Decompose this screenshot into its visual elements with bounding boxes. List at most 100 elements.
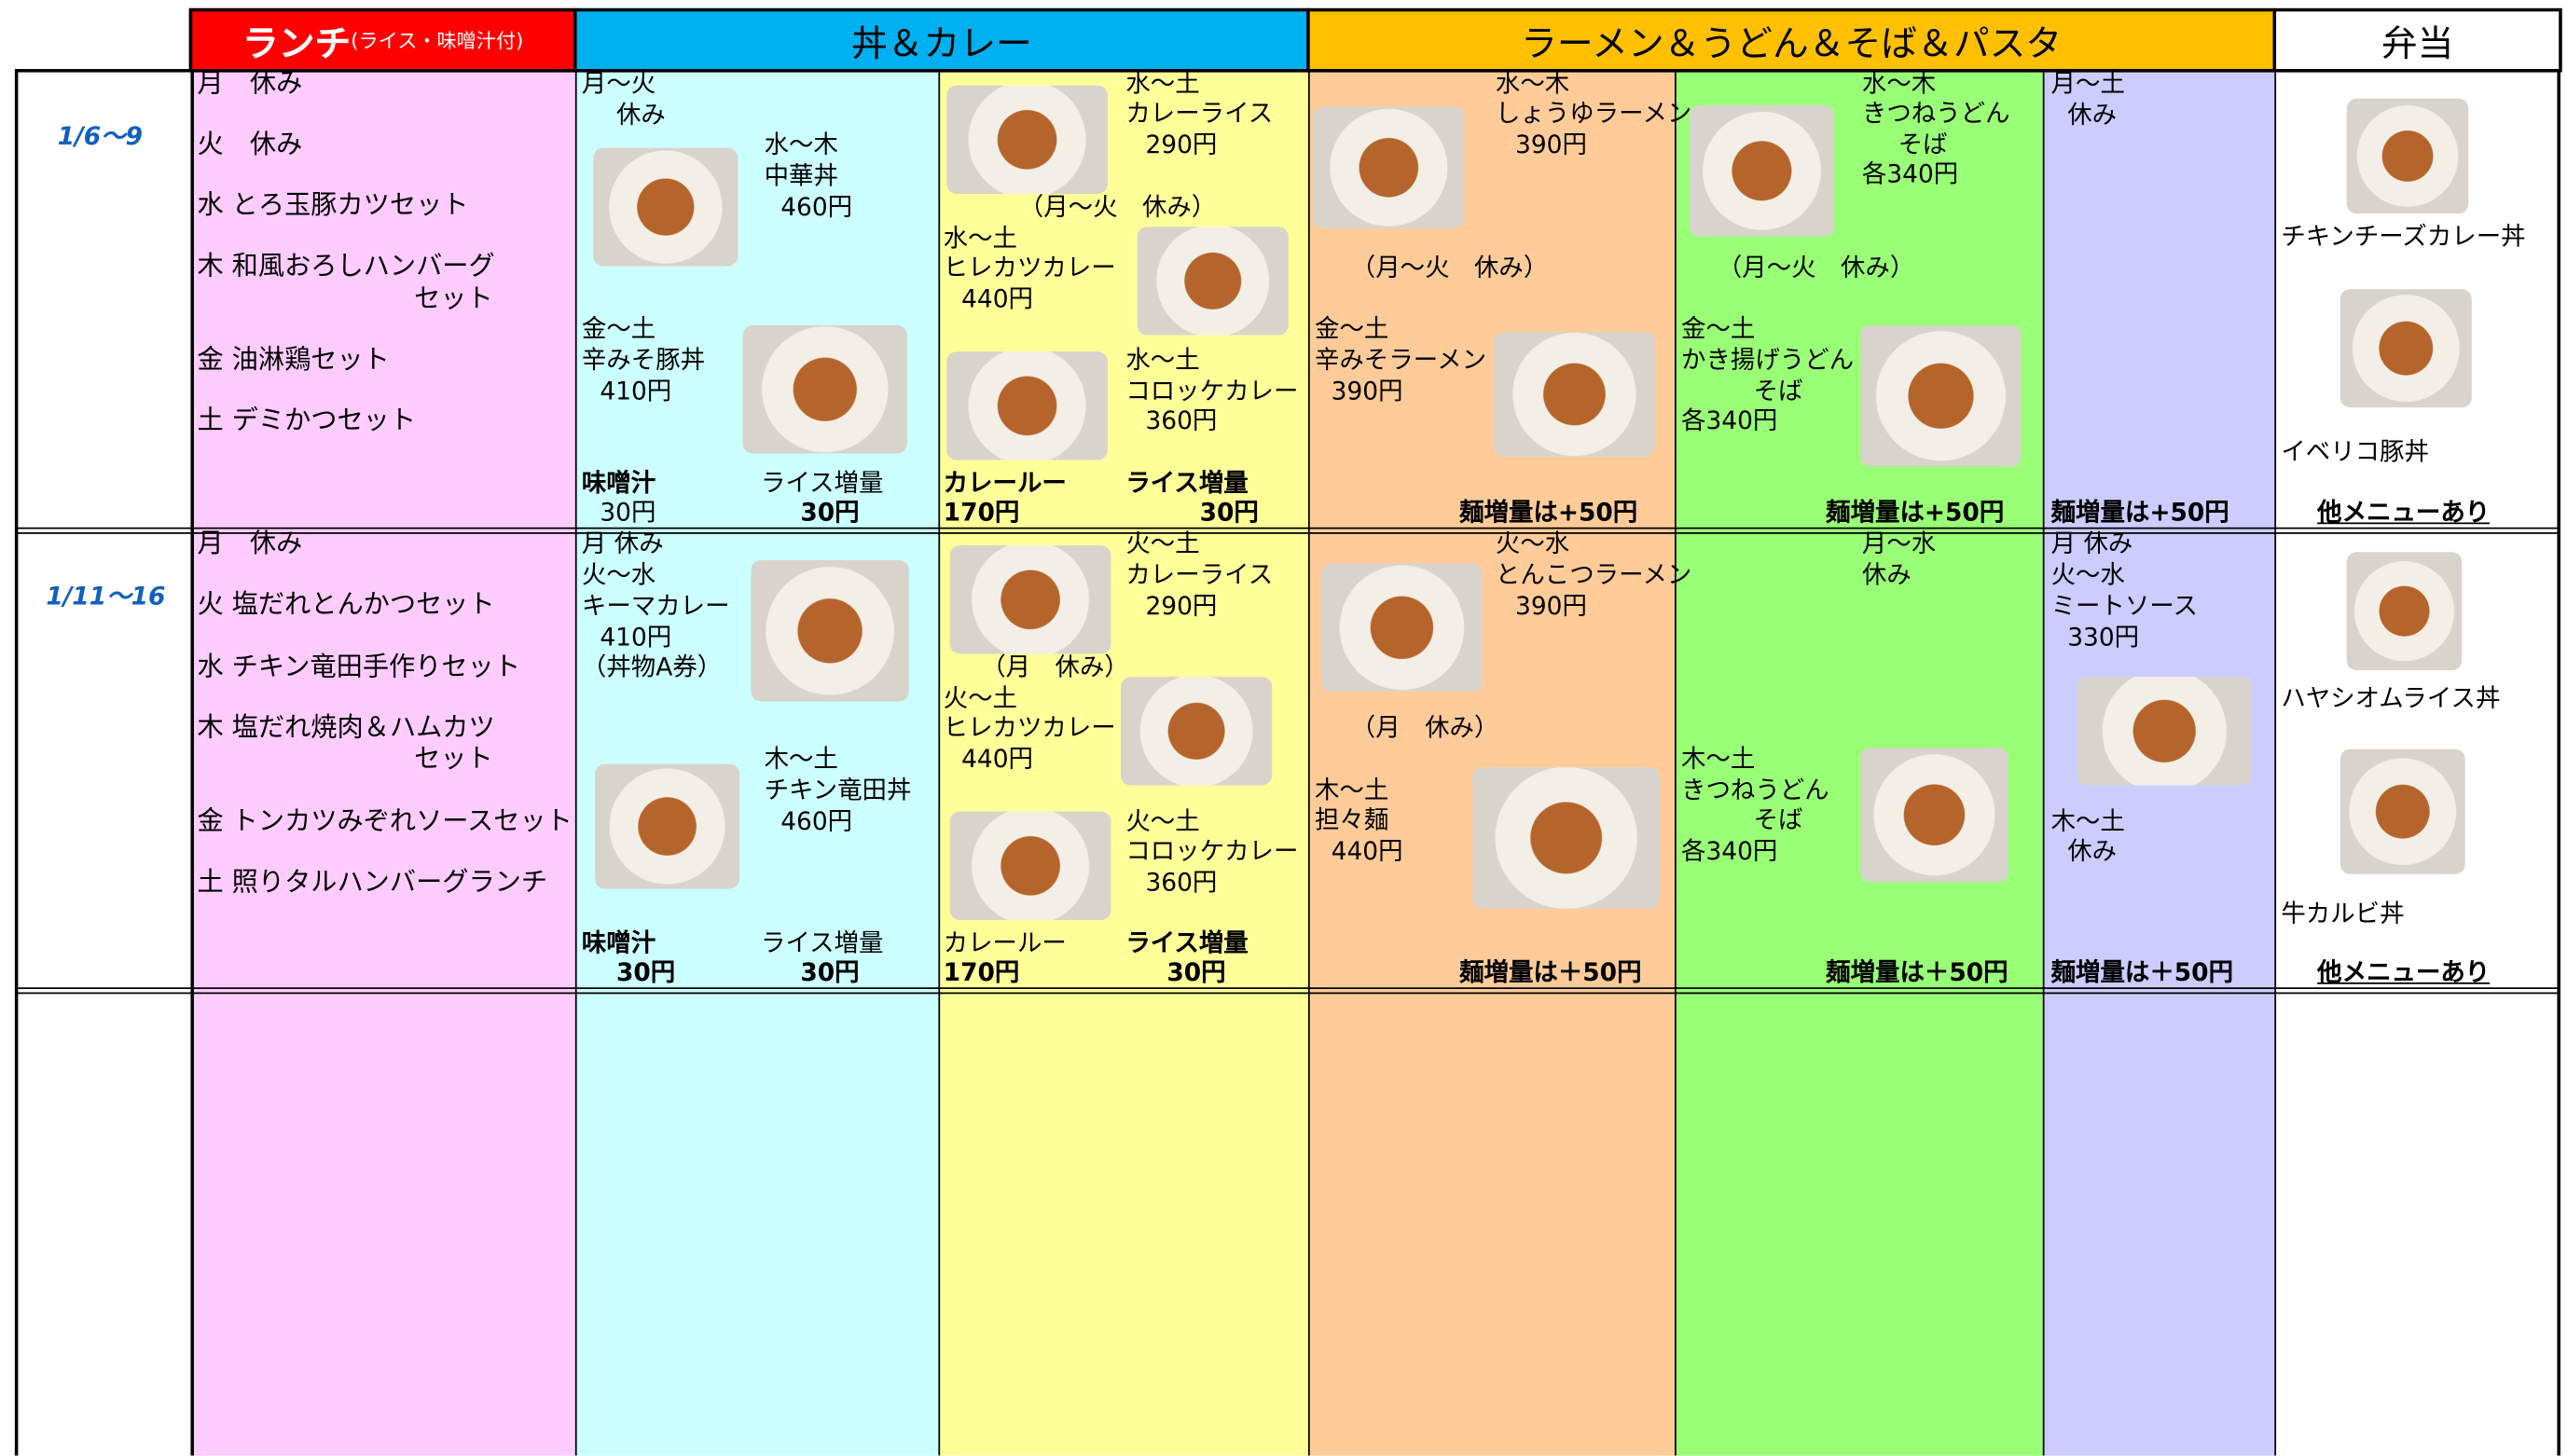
header-text: ランチ <box>242 23 352 65</box>
curry-text: 170円 <box>943 957 1020 988</box>
don-text: 月 休み <box>581 529 664 559</box>
rule <box>1307 69 1310 1456</box>
header-text: ラーメン＆うどん＆そば＆パスタ <box>1521 23 2063 65</box>
curry-text: 440円 <box>961 283 1033 314</box>
pasta-text: 休み <box>2067 100 2118 130</box>
lunch-text: 木 塩だれ焼肉＆ハムカツ <box>197 711 495 743</box>
lunch-text: 金 油淋鶏セット <box>197 343 390 375</box>
food-photo <box>949 545 1111 654</box>
don-text: 味噌汁 <box>581 468 656 499</box>
udon-text: 木～土 <box>1681 744 1756 775</box>
lunch-text: 土 照りタルハンバーグランチ <box>197 865 548 898</box>
food-photo <box>742 324 907 454</box>
udon-text: （月～火 休み） <box>1717 253 1915 283</box>
udon-text: 月～水 <box>1861 529 1937 559</box>
curry-text: 360円 <box>1145 867 1218 898</box>
bento-text: 他メニューあり <box>2317 498 2491 528</box>
lunch-header: ランチ (ライス・味噌汁付) <box>188 7 577 73</box>
curry-text: 440円 <box>961 744 1033 775</box>
header-text: 弁当 <box>2381 23 2454 65</box>
rule <box>14 69 19 1456</box>
lunch-text: 水 とろ玉豚カツセット <box>197 188 469 221</box>
ramen-text: 390円 <box>1515 130 1587 159</box>
ramen-text: 木～土 <box>1315 775 1389 805</box>
bento-text: ハヤシオムライス丼 <box>2281 683 2501 713</box>
food-photo <box>2346 98 2469 214</box>
ramen-text: しょうゆラーメン <box>1495 98 1692 129</box>
lunch-text: セット <box>414 742 493 775</box>
food-photo <box>946 351 1108 460</box>
don-text: 水～木 <box>764 130 838 159</box>
don-text: 辛みそ豚丼 <box>581 345 706 375</box>
pasta-text: ミートソース <box>2050 591 2198 622</box>
ramen-text: 担々麺 <box>1315 804 1389 835</box>
lunch-column <box>192 69 577 1456</box>
don-text: 30円 <box>800 957 860 988</box>
udon-text: 各340円 <box>1861 158 1959 189</box>
lunch-text: 水 チキン竜田手作りセット <box>197 650 521 682</box>
don-text: 460円 <box>780 192 853 222</box>
udon-text: きつねうどん <box>1861 98 2010 129</box>
header-note: (ライス・味噌汁付) <box>351 29 524 53</box>
pasta-text: 休み <box>2067 836 2118 866</box>
udon-text: 各340円 <box>1681 836 1778 866</box>
week-dates: 1/11～16 <box>46 581 166 611</box>
pasta-text: 木～土 <box>2050 806 2125 837</box>
curry-text: （月 休み） <box>981 652 1129 682</box>
bento-text: チキンチーズカレー丼 <box>2281 221 2526 252</box>
rule <box>2274 69 2277 1456</box>
udon-text: そば <box>1898 130 1948 159</box>
rule <box>16 987 2560 990</box>
udon-text: 麺増量は＋50円 <box>1826 957 2008 988</box>
rule <box>16 532 2560 534</box>
ramen-text: （月 休み） <box>1350 712 1499 743</box>
udon-text: 各340円 <box>1681 405 1778 436</box>
don-text: 30円 <box>800 498 860 528</box>
food-photo <box>2339 749 2465 874</box>
don-text: 410円 <box>600 376 672 406</box>
udon-text: そば <box>1753 376 1803 406</box>
pasta-text: 月～土 <box>2050 69 2125 99</box>
food-photo <box>1472 767 1661 909</box>
pasta-text: 火～水 <box>2050 560 2125 590</box>
don-text: 30円 <box>615 957 676 988</box>
ramen-column <box>1309 69 1677 1456</box>
lunch-text: 木 和風おろしハンバーグ <box>197 249 495 282</box>
ramen-text: 水～木 <box>1495 69 1570 99</box>
udon-text: かき揚げうどん <box>1681 345 1855 375</box>
don-text: 410円 <box>600 622 672 652</box>
curry-text: 290円 <box>1145 130 1218 159</box>
don-text: 味噌汁 <box>581 927 656 958</box>
food-photo <box>1137 227 1289 336</box>
don-text: 月～火 <box>581 69 656 99</box>
lunch-text: 火 塩だれとんかつセット <box>197 587 495 620</box>
ramen-text: 麺増量は＋50円 <box>1459 957 1642 988</box>
curry-text: 火～土 <box>1125 806 1200 837</box>
food-photo <box>2346 552 2463 671</box>
food-photo <box>595 763 740 889</box>
rule <box>1674 69 1677 1456</box>
udon-text: きつねうどん <box>1681 775 1829 805</box>
food-photo <box>1494 332 1655 457</box>
curry-text: ライス増量 <box>1125 927 1249 958</box>
pasta-text: 麺増量は＋50円 <box>2050 957 2234 988</box>
lunch-text: 月 休み <box>197 527 303 559</box>
udon-text: 金～土 <box>1681 313 1756 344</box>
food-photo <box>1689 104 1834 237</box>
don-text: チキン竜田丼 <box>764 775 912 805</box>
ramen-text: 440円 <box>1331 836 1403 866</box>
curry-text: 火～土 <box>1125 529 1200 559</box>
don-text: 460円 <box>780 806 853 837</box>
rule <box>16 992 2560 995</box>
curry-text: ライス増量 <box>1125 468 1249 499</box>
rule <box>574 69 577 1456</box>
udon-text: そば <box>1753 804 1803 835</box>
curry-text: コロッケカレー <box>1125 836 1299 866</box>
food-photo <box>2077 677 2252 786</box>
food-photo <box>1121 677 1273 786</box>
don-text: 木～土 <box>764 744 838 775</box>
bento-text: 他メニューあり <box>2317 957 2491 988</box>
curry-text: カレールー <box>943 468 1067 499</box>
curry-text: 水～土 <box>1125 345 1200 375</box>
don-text: ライス増量 <box>761 468 884 499</box>
